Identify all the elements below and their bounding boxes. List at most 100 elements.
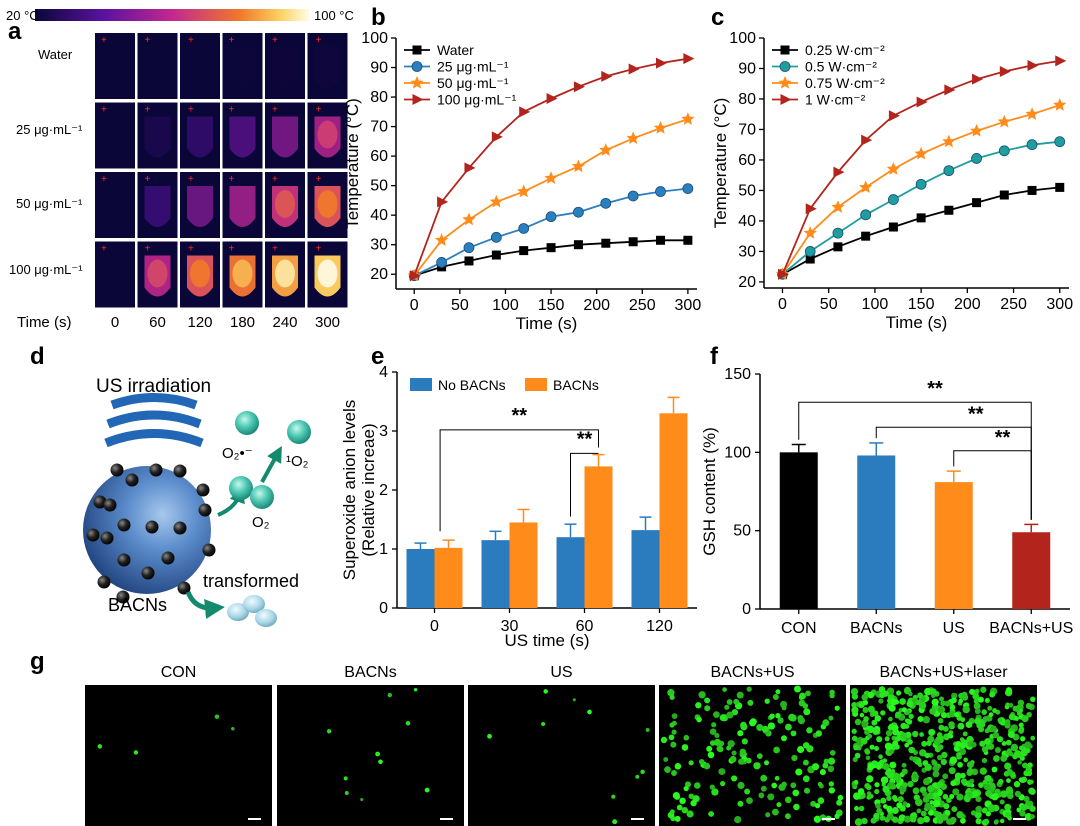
data-point-square (780, 45, 790, 55)
fluorescent-cell (791, 754, 798, 762)
fluorescent-cell (1020, 749, 1028, 757)
fluorescent-cell (343, 776, 348, 781)
fluorescent-cell (999, 799, 1005, 805)
fluorescent-cell (917, 817, 925, 825)
thermal-cell (307, 33, 348, 99)
fluorescent-cell (761, 725, 769, 733)
y-tick-label: 50 (370, 178, 388, 195)
fluorescent-cell (543, 689, 548, 694)
fluorescent-cell (797, 717, 805, 725)
fluorescent-cell (1004, 719, 1011, 725)
data-point-triangle (944, 84, 956, 96)
fluorescent-cell (810, 800, 817, 807)
fluorescent-cell (862, 707, 869, 713)
fluorescent-cell (963, 757, 969, 763)
hot-spot (190, 259, 210, 288)
fluorescent-cell (726, 699, 733, 705)
fluorescent-cell (763, 760, 770, 766)
data-point-triangle (656, 57, 668, 69)
data-point-circle (573, 206, 584, 218)
data-point-circle (545, 211, 557, 223)
fluorescent-cell (822, 762, 829, 769)
fluorescent-cell (375, 751, 380, 757)
crosshair-marker: + (229, 35, 235, 46)
fluorescent-cell (918, 701, 927, 710)
fluorescent-cell (1029, 788, 1036, 795)
fluorescent-cell (983, 783, 991, 791)
fluorescent-cell (880, 710, 886, 716)
y-tick-label: 70 (738, 121, 756, 138)
fluorescent-cell (912, 773, 918, 780)
fluorescent-cell (851, 693, 859, 700)
fluorescent-cell (956, 811, 964, 819)
x-tick-label: US (943, 620, 965, 637)
fluorescent-cell (992, 708, 998, 714)
series (408, 183, 694, 282)
fluorescent-cell (739, 748, 746, 755)
fluorescent-cell (710, 740, 716, 746)
fluorescent-cell (1027, 762, 1033, 768)
micrograph-label: BACNs+US+laser (879, 664, 1008, 681)
heated-tube (229, 186, 256, 227)
fluorescent-cell (885, 730, 893, 737)
fluorescent-cell (688, 793, 695, 799)
fluorescent-cell (932, 799, 941, 808)
data-point-triangle (464, 162, 476, 174)
fluorescent-cell (729, 755, 737, 763)
fluorescent-cell (938, 724, 945, 731)
data-point-triangle (412, 94, 424, 105)
time-labels: 0 60 120 180 240 300 (111, 314, 340, 331)
thermal-cell (265, 33, 305, 99)
x-tick-label: 120 (646, 618, 673, 635)
y-tick-label: 70 (370, 119, 388, 136)
data-point-circle (518, 223, 530, 234)
data-point-star (1053, 98, 1067, 111)
y-tick-label: 100 (724, 444, 751, 461)
fluorescent-cell (1018, 745, 1024, 751)
fluorescent-cell (946, 797, 952, 803)
x-axis-label: Time (s) (886, 313, 948, 332)
fluorescent-cell (956, 753, 962, 760)
thermal-cell (95, 102, 135, 169)
fluorescent-cell (708, 811, 714, 817)
time-tick-label: 180 (230, 314, 255, 331)
fluorescent-cell (703, 762, 711, 770)
fluorescent-cell (933, 738, 941, 746)
fluorescent-cell (977, 696, 984, 703)
bar (434, 547, 463, 608)
fluorescent-cell (878, 698, 884, 704)
legend-label: 100 μg·mL⁻¹ (437, 92, 517, 108)
y-tick-label: 50 (733, 523, 751, 540)
fluorescent-cell (861, 818, 868, 825)
fluorescent-cell (886, 795, 892, 801)
data-point-square (573, 240, 583, 250)
crosshair-marker: + (272, 105, 278, 116)
fluorescent-cell (982, 716, 989, 722)
fluorescent-cell (970, 810, 977, 816)
fluorescent-cell (1024, 813, 1033, 821)
data-point-circle (915, 178, 927, 190)
fluorescent-cell (660, 736, 668, 744)
crosshair-marker: + (272, 174, 278, 185)
fluorescent-cell (889, 781, 895, 787)
fluorescent-cell (790, 782, 797, 789)
panel-g: CON BACNs US BACNs+US BACNs+US+laser (85, 664, 1037, 826)
row-label-water: Water (38, 47, 73, 62)
arrow-transformed (185, 590, 225, 619)
fluorescent-cell (1020, 804, 1028, 811)
crosshair-marker: + (101, 244, 107, 255)
fluorescent-cell (908, 713, 914, 720)
fluorescent-cell (940, 700, 946, 707)
fluorescent-cell (873, 745, 880, 752)
thermal-cell (137, 102, 178, 169)
fluorescent-cell (950, 697, 957, 704)
fluorescent-cell (933, 765, 940, 772)
fluorescent-cell (970, 741, 977, 748)
fluorescent-cell (785, 796, 792, 804)
chart-e: 0 1 2 3 4 0 30 60 120 US time (s) Superoxide anion… (340, 364, 697, 650)
fluorescent-cell (957, 761, 963, 768)
fluorescent-cell (738, 758, 745, 765)
x-tick-label: 200 (583, 297, 610, 314)
fluorescent-cell (889, 749, 895, 755)
fluorescent-cell (979, 740, 986, 747)
